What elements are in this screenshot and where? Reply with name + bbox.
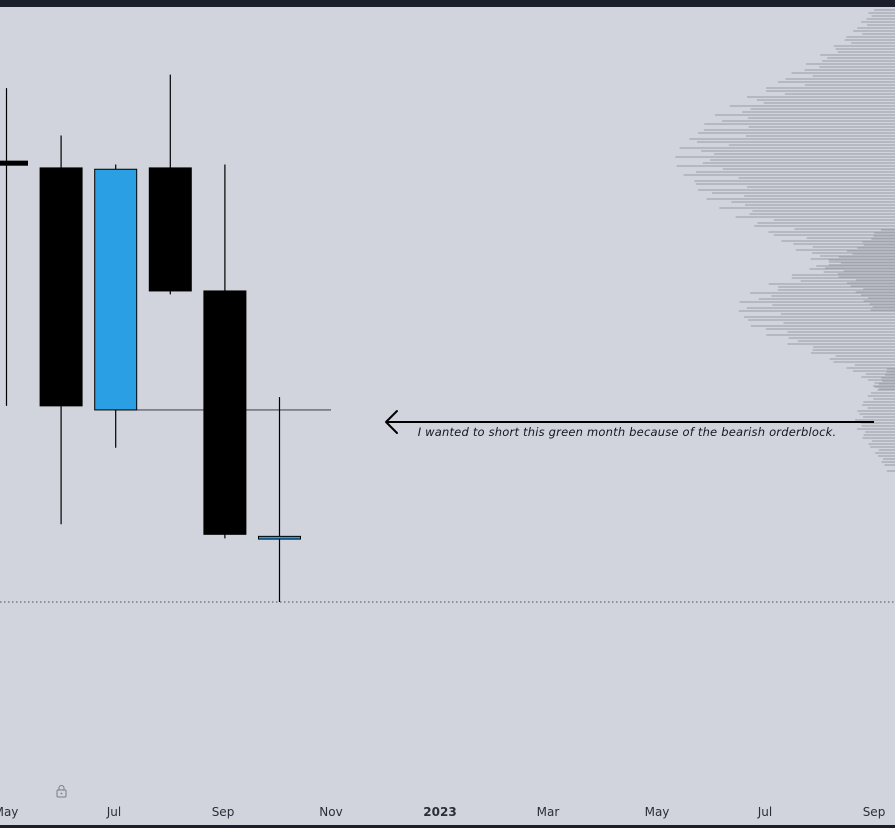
time-axis[interactable]: May Jul Sep Nov 2023 Mar May Jul Sep (0, 805, 885, 819)
volume-profile (675, 9, 895, 472)
x-tick-label: May (645, 805, 670, 819)
arrow-head-icon (385, 410, 398, 434)
candle (94, 164, 138, 448)
x-tick-label: Sep (863, 805, 886, 819)
candle-body (258, 535, 301, 540)
bottom-border-strip (0, 825, 895, 828)
x-tick-label: Mar (537, 805, 560, 819)
annotation[interactable]: I wanted to short this green month becau… (385, 410, 874, 439)
x-tick-label: Sep (212, 805, 235, 819)
annotation-text: I wanted to short this green month becau… (418, 425, 837, 439)
candle (258, 397, 301, 602)
x-tick-label: 2023 (423, 805, 456, 819)
lock-icon[interactable] (56, 785, 67, 798)
candle-body (148, 167, 192, 292)
candle-body (203, 290, 247, 535)
x-tick-label: Jul (757, 805, 772, 819)
candle (148, 74, 192, 295)
candle (203, 164, 247, 539)
x-tick-label: May (0, 805, 18, 819)
x-tick-label: Nov (319, 805, 342, 819)
x-tick-label: Jul (106, 805, 121, 819)
candle-body (0, 160, 28, 166)
top-toolbar-strip (0, 0, 895, 7)
candle-body (39, 167, 83, 407)
candle (0, 88, 28, 406)
candles (0, 74, 301, 602)
candle-body (94, 168, 138, 411)
candle (39, 135, 83, 525)
